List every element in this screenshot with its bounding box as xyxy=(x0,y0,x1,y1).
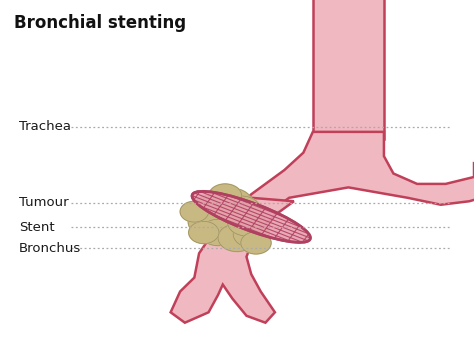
Circle shape xyxy=(189,221,219,244)
Text: Stent: Stent xyxy=(19,221,55,234)
Circle shape xyxy=(223,196,261,224)
Circle shape xyxy=(180,201,209,222)
Text: Trachea: Trachea xyxy=(19,120,71,133)
Polygon shape xyxy=(313,0,384,139)
Text: Bronchial stenting: Bronchial stenting xyxy=(14,14,186,32)
Circle shape xyxy=(193,195,229,221)
Circle shape xyxy=(233,221,269,247)
Circle shape xyxy=(188,209,224,235)
Polygon shape xyxy=(218,132,474,243)
Circle shape xyxy=(200,219,236,246)
Text: Bronchus: Bronchus xyxy=(19,242,81,255)
Polygon shape xyxy=(171,198,294,323)
Circle shape xyxy=(241,232,271,254)
Circle shape xyxy=(212,188,252,218)
Circle shape xyxy=(218,224,256,252)
Text: Tumour: Tumour xyxy=(19,196,69,210)
Circle shape xyxy=(209,184,242,208)
Circle shape xyxy=(228,208,265,236)
Ellipse shape xyxy=(192,191,310,243)
